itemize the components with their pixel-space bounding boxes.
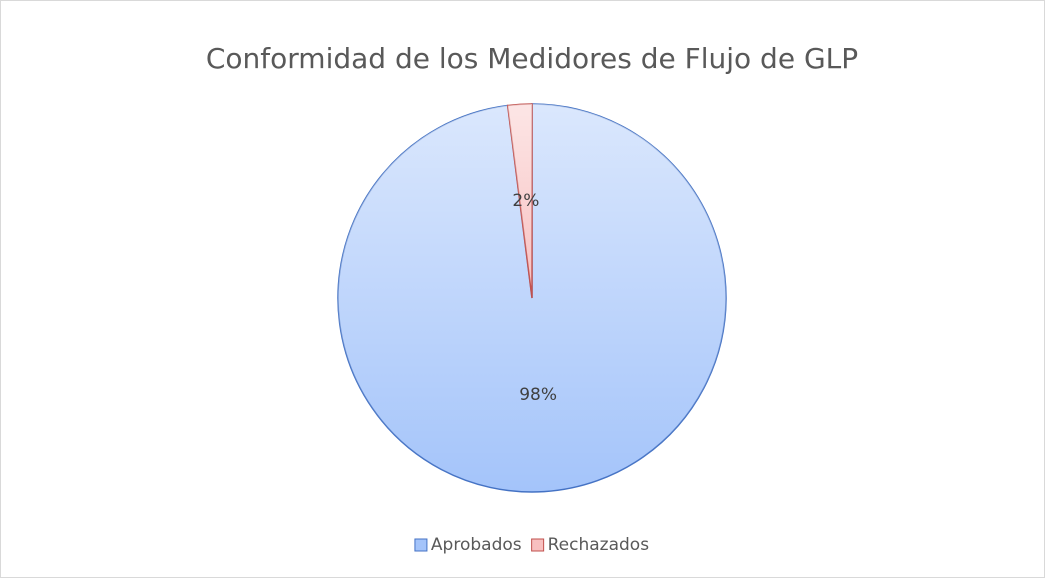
legend-label: Aprobados	[431, 535, 522, 555]
legend-label: Rechazados	[548, 535, 650, 555]
slice-shine	[507, 104, 532, 298]
data-label: 2%	[512, 191, 539, 211]
data-label: 98%	[519, 385, 557, 405]
legend-swatch	[414, 538, 428, 552]
chart-title: Conformidad de los Medidores de Flujo de…	[206, 42, 858, 75]
legend-swatch	[531, 538, 545, 552]
